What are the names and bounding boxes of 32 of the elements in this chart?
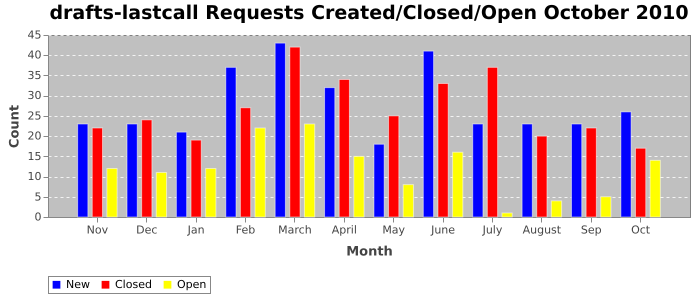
bar	[501, 212, 513, 218]
x-tick-label: Feb	[236, 224, 256, 236]
x-tick-label: March	[278, 224, 312, 236]
y-tick-label: 5	[34, 190, 42, 204]
y-tick-label: 45	[28, 28, 42, 42]
legend-label: Closed	[115, 278, 152, 291]
x-tick-label: Nov	[86, 224, 109, 236]
x-tick-label: April	[332, 224, 357, 236]
y-tick-label: 15	[28, 150, 42, 163]
x-tick-label: Jan	[186, 224, 205, 236]
bar	[353, 156, 365, 218]
y-tick-label: 10	[28, 170, 42, 184]
x-tick-label: Oct	[631, 224, 651, 236]
bar	[437, 83, 449, 218]
y-tick-label: 0	[34, 210, 42, 224]
x-tick-label: Dec	[136, 224, 158, 236]
x-axis-title: Month	[346, 244, 393, 260]
x-tick-label: July	[482, 224, 503, 236]
legend-label: Open	[177, 278, 206, 291]
y-tick-label: 35	[28, 68, 42, 82]
y-tick-label: 20	[28, 130, 42, 143]
x-tick-label: Sep	[580, 224, 602, 236]
x-tick-label: August	[522, 224, 562, 236]
chart-title: drafts-lastcall Requests Created/Closed/Open October 2010	[49, 2, 689, 24]
legend-label: New	[66, 278, 90, 291]
y-axis-title: Count	[8, 104, 23, 148]
x-tick-label: May	[382, 224, 406, 236]
x-tick-label: June	[430, 224, 456, 236]
y-tick-label: 25	[28, 109, 42, 122]
y-tick-label: 30	[28, 89, 42, 102]
y-tick-label: 40	[28, 48, 42, 62]
bar	[550, 200, 562, 218]
